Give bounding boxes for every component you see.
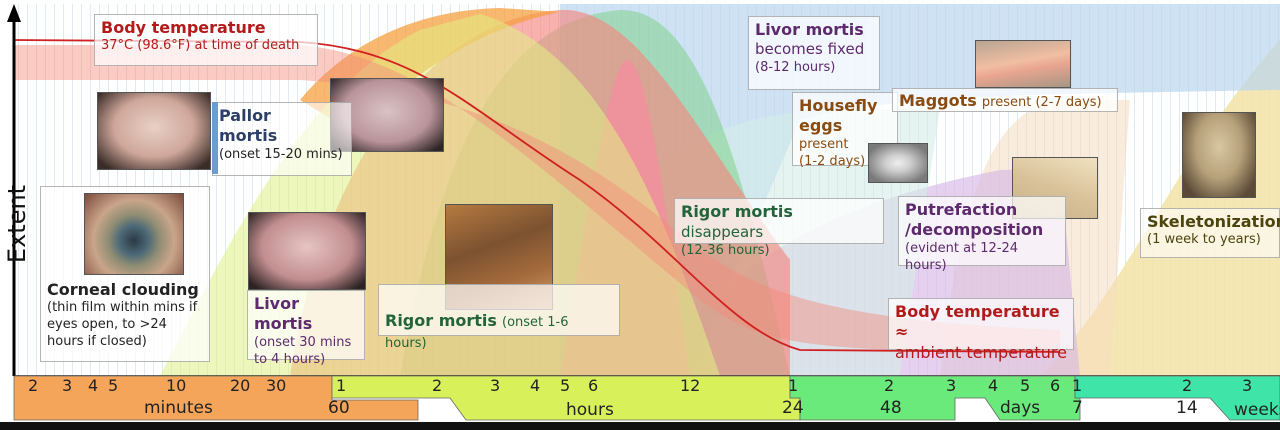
timeline-tick: 2	[1182, 376, 1193, 395]
housefly-eggs-image	[868, 143, 928, 183]
rigor-mortis-sub: (onset 1-6 hours)	[385, 315, 569, 351]
days-end-label: 7	[1072, 398, 1083, 418]
rigor-disappears-sub: (12-36 hours)	[681, 242, 770, 258]
pallor-color-swatch	[212, 102, 218, 174]
maggots-label: Maggots present (2-7 days)	[892, 88, 1118, 112]
skeletonization-sub: (1 week to years)	[1147, 232, 1261, 248]
pallor-mortis-label: Pallor mortis (onset 15-20 mins)	[212, 102, 352, 176]
corneal-clouding-title: Corneal clouding	[47, 280, 199, 299]
timeline-tick: 5	[1020, 376, 1031, 395]
body-temp-ambient-label: Body temperature ≈ ambient temperature	[888, 298, 1074, 362]
housefly-eggs-label: Housefly eggs present (1-2 days)	[792, 92, 898, 169]
weeks-label: weeks	[1234, 400, 1280, 420]
body-temperature-sub: 37°C (98.6°F) at time of death	[101, 38, 300, 54]
putrefaction-title: Putrefaction /decomposition	[905, 200, 1044, 240]
timeline-tick: 12	[680, 376, 701, 395]
body-temp-ambient-title: Body temperature ≈	[895, 302, 1060, 342]
timeline-tick: 3	[62, 376, 73, 395]
rigor-disappears-label: Rigor mortis disappears (12-36 hours)	[674, 198, 884, 258]
livor-fixed-title: Livor mortis	[755, 20, 864, 39]
timeline-tick: 2	[884, 376, 895, 395]
timeline-tick: 5	[560, 376, 571, 395]
timeline-tick: 1	[788, 376, 799, 395]
pallor-mortis-title: Pallor mortis	[219, 106, 278, 146]
timeline-tick: 30	[266, 376, 287, 395]
weeks-band	[1074, 375, 1280, 421]
livor-fixed-label: Livor mortis becomes fixed (8-12 hours)	[748, 16, 880, 90]
body-temp-ambient-sub: ambient temperature	[895, 342, 1067, 362]
body-temperature-label: Body temperature 37°C (98.6°F) at time o…	[94, 14, 318, 66]
skeletonization-label: Skeletonization (1 week to years)	[1140, 208, 1280, 258]
livor-fixed-band	[560, 4, 1280, 376]
livor-mortis-sub: (onset 30 mins to 4 hours)	[254, 334, 352, 367]
hours-label: hours	[566, 400, 614, 420]
skull-image	[1182, 112, 1256, 198]
face-image-livor	[248, 212, 366, 290]
body-temp-curve	[13, 39, 1061, 353]
hours-end-label: 24	[782, 398, 804, 418]
days-end2-label: 14	[1176, 398, 1198, 418]
housefly-eggs-title: Housefly eggs	[799, 96, 878, 136]
housefly-eggs-sub: (1-2 days)	[799, 153, 866, 169]
y-axis-arrow	[7, 4, 21, 22]
timeline-tick: 3	[490, 376, 501, 395]
timeline-tick: 4	[530, 376, 541, 395]
hours-end2-label: 48	[880, 398, 902, 418]
body-temp-band	[14, 45, 1060, 352]
timeline-tick: 4	[988, 376, 999, 395]
eye-image	[84, 193, 184, 275]
livor-fixed-sub: (8-12 hours)	[755, 59, 836, 75]
face-image-pallor	[97, 92, 211, 170]
maggots-sub: present (2-7 days)	[981, 95, 1102, 110]
timeline-tick: 10	[166, 376, 187, 395]
livor-fixed-line2: becomes fixed	[755, 40, 865, 59]
corneal-clouding-label: Corneal clouding (thin film within mins …	[40, 186, 210, 362]
timeline-tick: 6	[1050, 376, 1061, 395]
rigor-disappears-word: disappears	[681, 223, 764, 242]
timeline-tick: 3	[1242, 376, 1253, 395]
pallor-mortis-sub: (onset 15-20 mins)	[219, 146, 343, 162]
livor-mortis-title: Livor mortis	[254, 294, 313, 334]
livor-mortis-label: Livor mortis (onset 30 mins to 4 hours)	[247, 290, 365, 367]
rigor-disappears-title: Rigor mortis	[681, 202, 793, 221]
y-axis-label: Extent	[3, 184, 32, 264]
minutes-label: minutes	[144, 398, 213, 418]
timeline-tick: 4	[88, 376, 99, 395]
skeletonization-title: Skeletonization	[1147, 212, 1280, 231]
bottom-border	[0, 422, 1280, 430]
corneal-clouding-sub: (thin film within mins if eyes open, to …	[47, 300, 198, 349]
rigor-mortis-label: Rigor mortis (onset 1-6 hours)	[378, 284, 620, 351]
maggots-title: Maggots	[899, 91, 977, 110]
timeline-tick: 2	[432, 376, 443, 395]
rigor-mortis-title: Rigor mortis	[385, 311, 497, 330]
timeline-tick: 2	[28, 376, 39, 395]
housefly-eggs-word: present	[799, 136, 849, 152]
timeline-tick: 1	[336, 376, 347, 395]
days-label: days	[1000, 398, 1041, 418]
timeline-tick: 3	[946, 376, 957, 395]
minutes-end-label: 60	[328, 398, 350, 418]
timeline-tick: 20	[230, 376, 251, 395]
timeline-tick: 1	[1072, 376, 1083, 395]
maggot-image	[975, 40, 1071, 88]
body-temperature-title: Body temperature	[101, 18, 266, 37]
putrefaction-label: Putrefaction /decomposition (evident at …	[898, 196, 1066, 273]
timeline-tick: 6	[588, 376, 599, 395]
putrefaction-sub: (evident at 12-24 hours)	[905, 240, 1019, 273]
timeline-tick: 5	[108, 376, 119, 395]
